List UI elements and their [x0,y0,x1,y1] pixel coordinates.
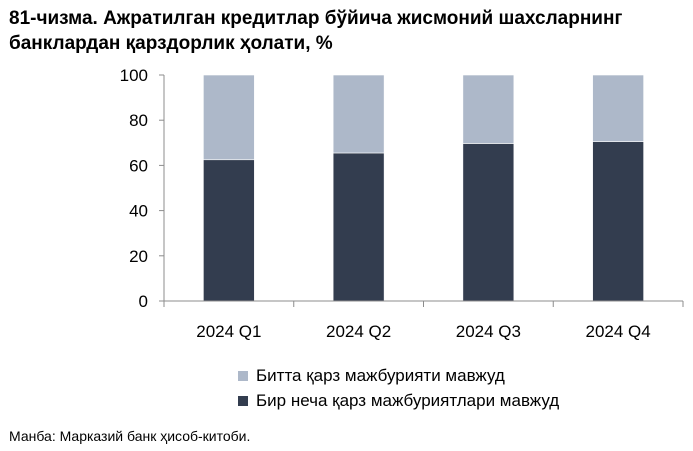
x-tick-label: 2024 Q3 [456,322,521,341]
x-tick-label: 2024 Q4 [586,322,651,341]
y-tick-label: 100 [120,66,148,85]
legend-label-multiple-loans: Бир неча қарз мажбуриятлари мавжуд [256,390,560,410]
bar-segment-single-loan [203,74,255,161]
bar-segment-single-loan [332,74,385,154]
x-tick-label: 2024 Q1 [196,322,261,341]
bar-segment-single-loan [592,74,644,142]
chart-title-line-2: банклардан қарздорлик ҳолати, % [9,33,333,54]
chart-title: 81-чизма. Ажратилган кредитлар бўйича жи… [9,6,689,56]
legend-swatch-multiple-loans [238,395,248,406]
legend: Битта қарз мажбурияти мавжуд Бир неча қа… [238,363,559,413]
source-note: Манба: Марказий банк ҳисоб-китоби. [9,428,251,444]
y-tick-label: 20 [129,247,148,266]
y-tick-label: 60 [129,156,148,175]
bar-segment-multiple-loans [332,152,385,302]
y-tick-label: 40 [129,202,148,221]
bar-segment-multiple-loans [203,159,255,302]
legend-label-single-loan: Битта қарз мажбурияти мавжуд [256,365,505,385]
legend-swatch-single-loan [238,370,248,381]
bar-segment-single-loan [462,74,515,144]
x-axis: 2024 Q1 2024 Q2 2024 Q3 2024 Q4 [163,300,684,341]
x-tick-label: 2024 Q2 [326,322,391,341]
bars [203,74,644,302]
bar-segment-multiple-loans [592,141,644,302]
legend-item-single-loan: Битта қарз мажбурияти мавжуд [238,363,559,388]
legend-item-multiple-loans: Бир неча қарз мажбуриятлари мавжуд [238,388,559,413]
chart-title-line-1: 81-чизма. Ажратилган кредитлар бўйича жи… [9,8,623,29]
y-tick-label: 80 [129,111,148,130]
y-tick-label: 0 [139,292,148,311]
y-axis: 0 20 40 60 80 100 [120,66,165,311]
bar-segment-multiple-loans [462,143,515,302]
